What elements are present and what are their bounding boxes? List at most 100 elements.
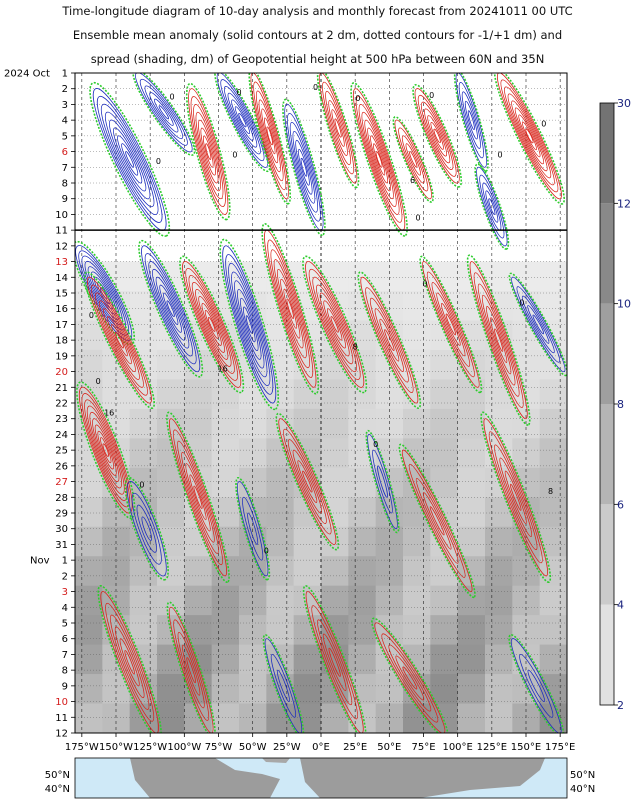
spread-cell xyxy=(321,556,349,587)
spread-cell xyxy=(211,379,240,410)
contour-ring xyxy=(481,294,516,386)
contour-ring xyxy=(81,393,130,508)
contour-ring xyxy=(94,292,144,388)
contour-ring xyxy=(255,90,284,182)
contour-ring xyxy=(424,108,451,164)
contour-ring xyxy=(280,278,301,339)
contour-label: 0 xyxy=(313,83,318,92)
spread-cell xyxy=(211,526,240,557)
contour-ring xyxy=(94,424,117,476)
spread-cell xyxy=(457,703,486,733)
spread-cell xyxy=(211,644,240,675)
spread-cell xyxy=(539,408,567,439)
x-tick-label: 75°E xyxy=(411,742,435,753)
y-tick-label: 29 xyxy=(55,509,68,520)
contour-ring xyxy=(188,275,235,374)
contour-ring xyxy=(84,399,128,501)
contour-label: 0 xyxy=(156,157,161,166)
contour-ring xyxy=(297,460,318,503)
contour-ring xyxy=(113,127,147,192)
y-axis: 1234567891011121314151617181920212223242… xyxy=(4,69,75,740)
contour-ring xyxy=(114,626,145,699)
contour-ring xyxy=(287,112,321,222)
contour-ring xyxy=(188,88,229,215)
contour-ring xyxy=(273,259,307,359)
contour-ring xyxy=(377,465,388,498)
positive-anomaly xyxy=(419,255,483,394)
spread-cell xyxy=(266,526,295,557)
contour-ring xyxy=(182,644,201,696)
zero-contour xyxy=(275,412,340,551)
zero-contour xyxy=(261,222,320,395)
contour-ring xyxy=(504,86,555,186)
spread-cell xyxy=(348,349,377,380)
contour-ring xyxy=(109,119,151,200)
y-tick-label: 9 xyxy=(62,194,68,205)
y-tick-label: 1 xyxy=(62,69,68,80)
contour-ring xyxy=(110,614,150,710)
contour-ring xyxy=(186,657,196,684)
contour-ring xyxy=(90,284,148,396)
zero-contour xyxy=(302,255,368,394)
x-tick-label: 175°E xyxy=(545,742,575,753)
contour-ring xyxy=(152,268,190,349)
x-tick-label: 25°W xyxy=(273,742,301,753)
contour-ring xyxy=(430,121,444,150)
contour-ring xyxy=(263,117,276,155)
contour-ring xyxy=(395,655,425,701)
contour-ring xyxy=(316,284,354,365)
contour-ring xyxy=(111,323,128,357)
spread-cell xyxy=(293,526,322,557)
spread-cell xyxy=(430,615,459,646)
spread-cell xyxy=(485,526,513,557)
spread-cell xyxy=(403,320,431,351)
contour-ring xyxy=(158,105,169,120)
negative-anomaly xyxy=(235,476,271,581)
contour-ring xyxy=(283,428,332,535)
y-tick-label: 5 xyxy=(62,131,68,142)
spread-cell xyxy=(321,585,349,616)
spread-cell xyxy=(539,644,567,675)
contour-ring xyxy=(228,262,271,387)
spread-cell xyxy=(293,556,322,587)
contour-ring xyxy=(323,300,346,349)
spread-cell xyxy=(485,556,513,587)
contour-ring xyxy=(276,669,290,702)
spread-cell xyxy=(430,349,459,380)
spread-cell xyxy=(430,644,459,675)
spread-cell xyxy=(348,644,377,675)
contour-ring xyxy=(372,143,386,176)
contour-ring xyxy=(173,619,210,721)
contour-ring xyxy=(467,110,475,130)
contour-ring xyxy=(131,492,162,565)
spread-cell xyxy=(321,438,349,469)
contour-ring xyxy=(317,619,353,706)
colorbar-segment xyxy=(600,203,614,304)
contour-ring xyxy=(238,112,247,128)
contour-ring xyxy=(401,135,425,184)
contour-ring xyxy=(384,329,395,352)
contour-ring xyxy=(305,261,365,388)
spread-cell xyxy=(539,349,567,380)
contour-label: 0 xyxy=(541,119,546,128)
spread-cell xyxy=(211,703,240,733)
contour-ring xyxy=(420,101,454,171)
y-tick-label: 14 xyxy=(55,273,68,284)
contour-ring xyxy=(289,121,319,213)
contour-ring xyxy=(367,433,398,530)
contour-ring xyxy=(231,271,268,378)
contour-ring xyxy=(267,239,314,378)
contour-ring xyxy=(234,280,265,369)
contour-ring xyxy=(328,647,341,677)
spread-cell xyxy=(293,379,322,410)
map-lat-label-right-40: 40°N xyxy=(570,784,595,795)
y-tick-label: 6 xyxy=(62,634,68,645)
contour-ring xyxy=(193,485,203,509)
contour-ring xyxy=(375,151,383,168)
negative-anomaly xyxy=(219,238,280,411)
y-tick-label: 4 xyxy=(62,116,68,127)
spread-cell xyxy=(157,497,185,528)
contour-ring xyxy=(431,282,471,367)
positive-anomaly xyxy=(166,411,230,584)
